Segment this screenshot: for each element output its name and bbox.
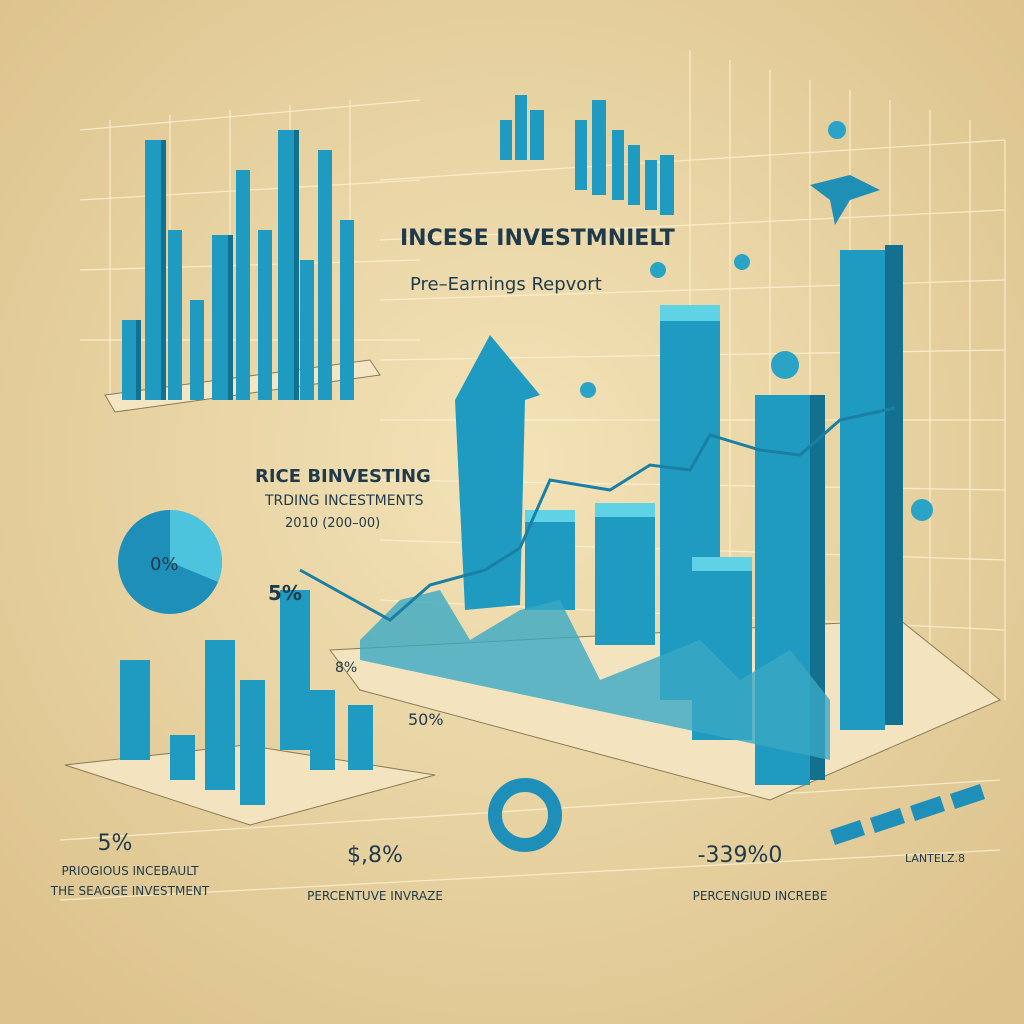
stat-value: -339%0 [698,843,783,868]
bar-label: 5% [268,581,302,605]
small-chart [500,95,674,215]
top-left-chart [104,130,381,413]
stat-label: PRIOGIOUS INCEBAULT [61,864,199,878]
stat-sublabel: THE SEAGGE INVESTMENT [50,884,210,898]
stat-value: $,8% [347,843,403,868]
legend-label: LANTELZ.8 [905,852,965,865]
panel-range: 2010 (200–00) [285,516,380,531]
panel-subtitle: TRDING INCESTMENTS [264,493,424,509]
title: INCESE INVESTMNIELT [400,226,675,251]
stat-label: PERCENTUVE INVRAZE [307,889,443,903]
stat-value: 5% [98,831,133,856]
gear-icon [488,778,562,852]
legend-swatches [830,784,985,845]
bottom-left-chart [64,590,436,826]
pie-chart [118,510,223,614]
axis-label: 8% [335,660,357,676]
pie-label: 0% [150,554,179,575]
main-chart [299,121,1001,801]
side-label: 50% [408,710,444,729]
panel-title: RICE BINVESTING [255,466,431,487]
subtitle: Pre–Earnings Repvort [410,274,602,295]
stat-label: PERCENGIUD INCREBE [693,889,828,903]
